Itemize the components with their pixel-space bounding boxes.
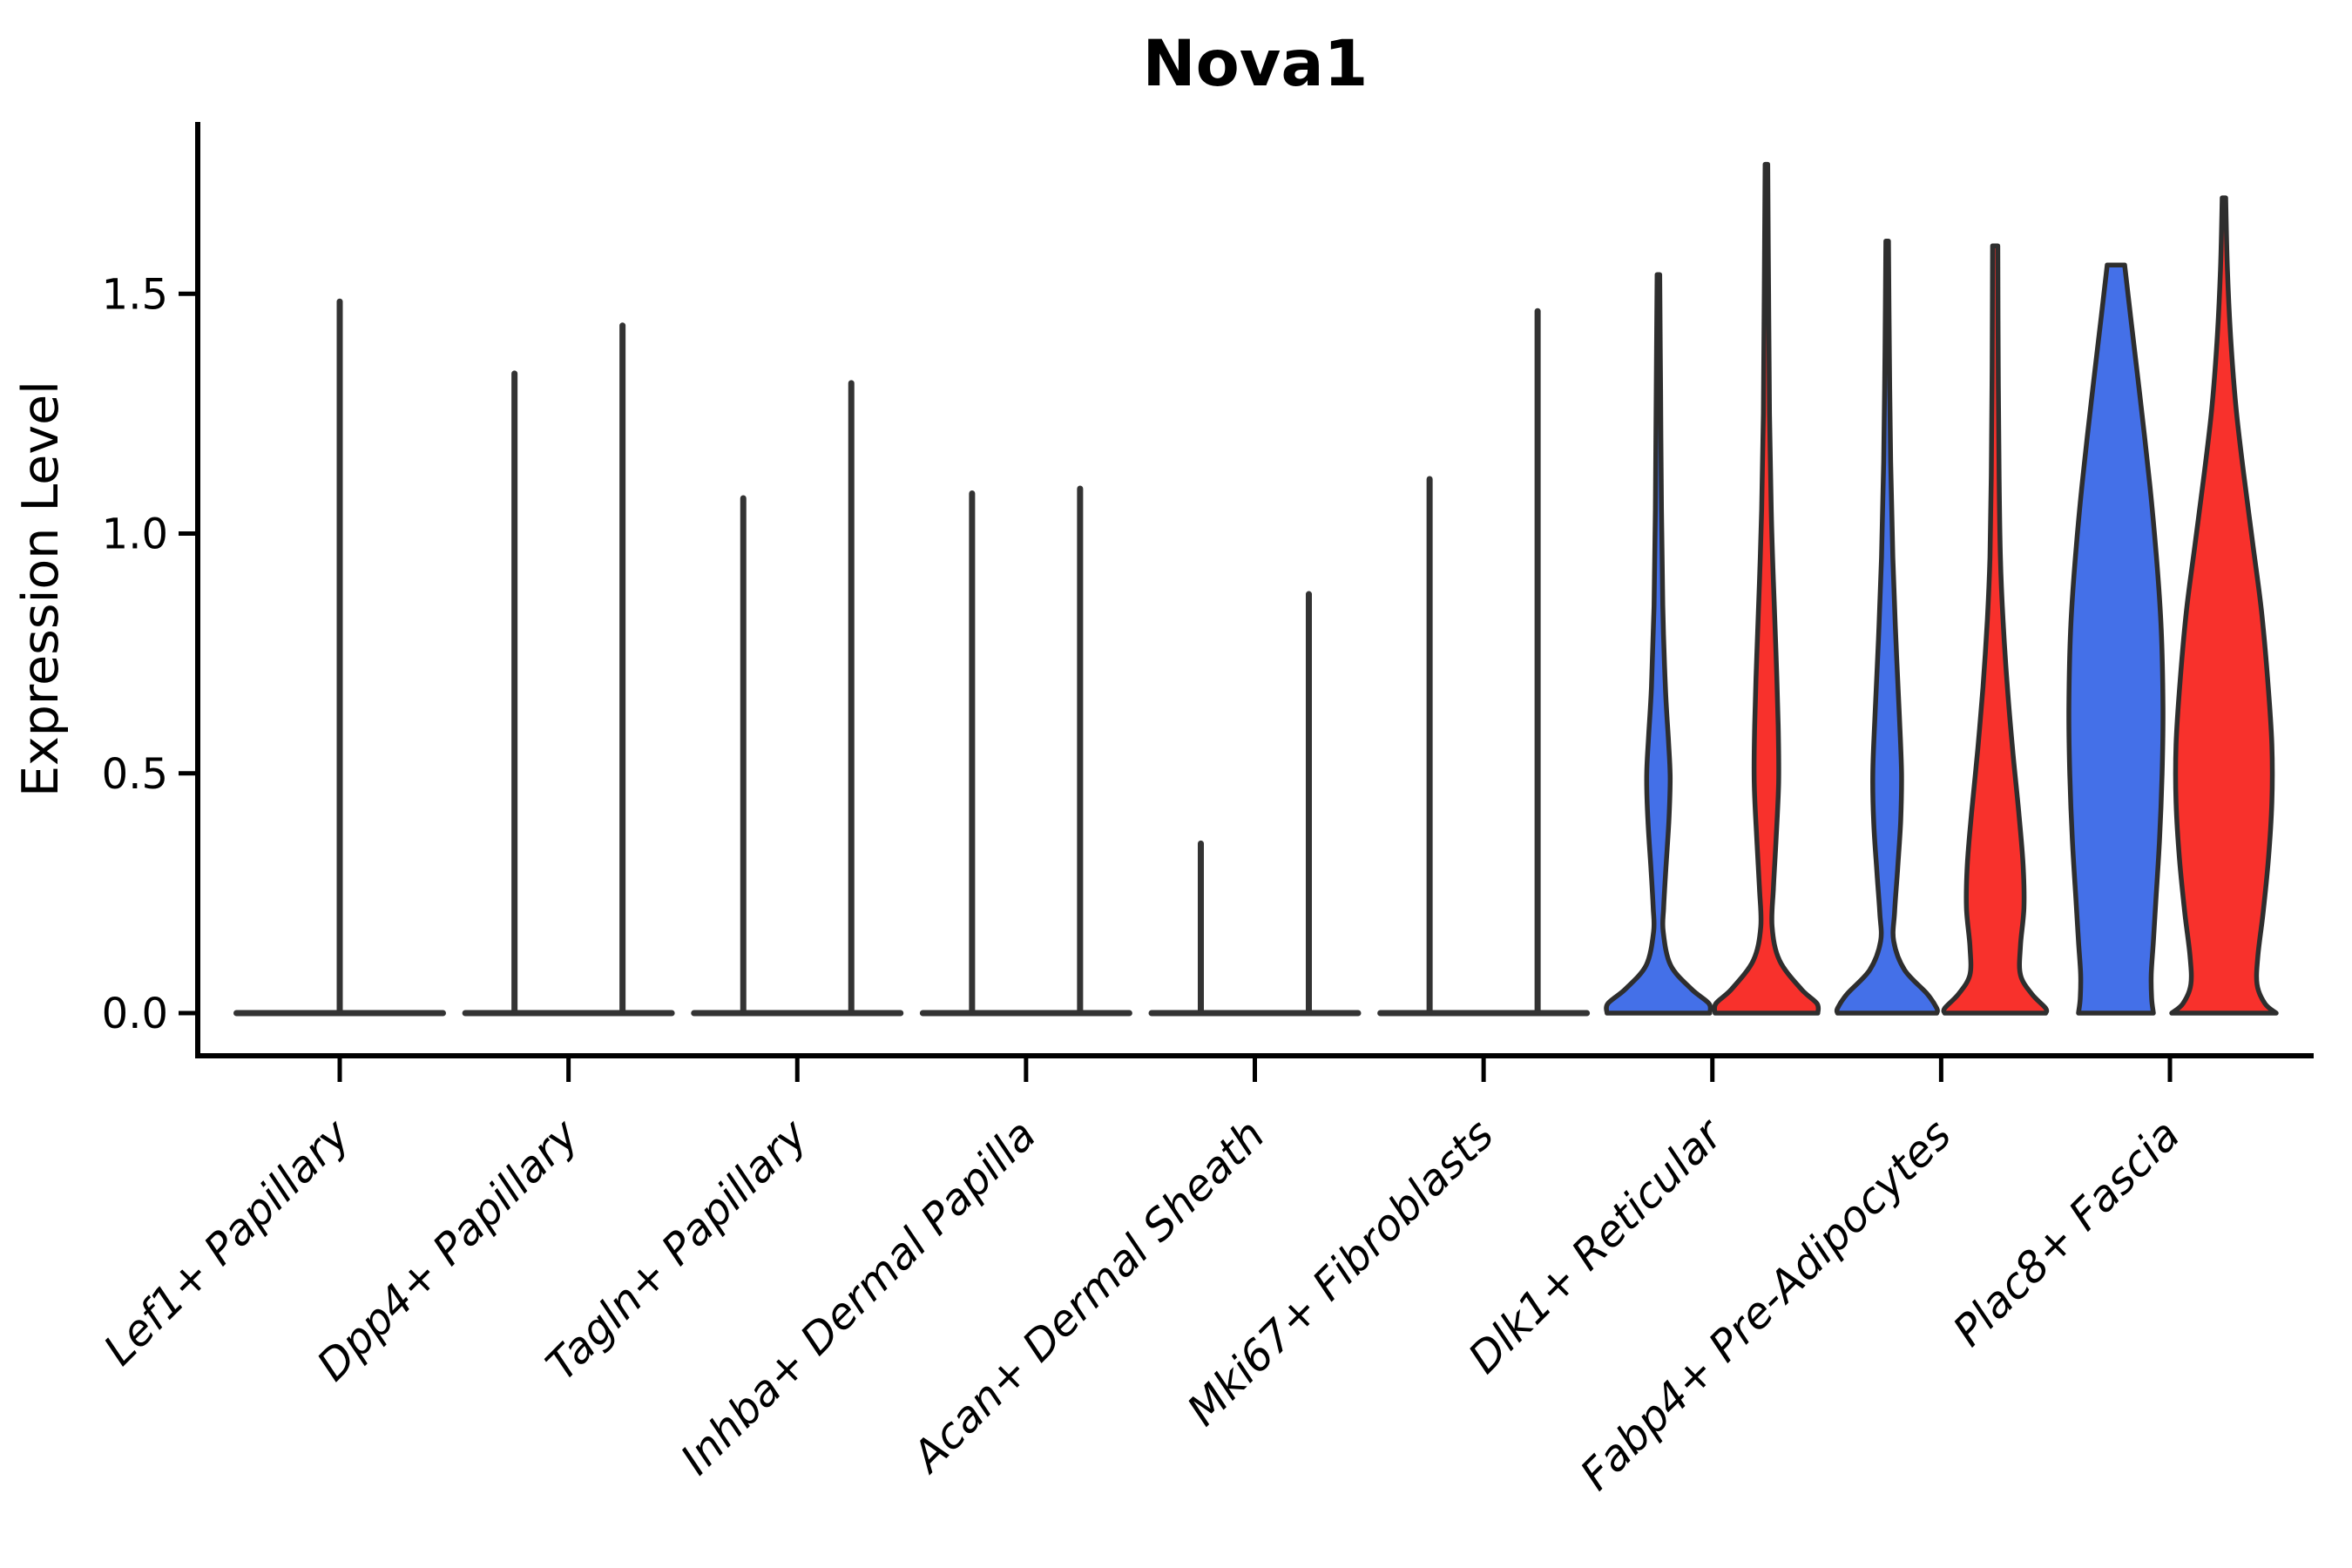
spike-lef1-papillary-center <box>336 298 343 1015</box>
chart-title: Nova1 <box>1143 27 1369 101</box>
x-category-label: Plac8+ Fascia <box>1943 1110 2189 1355</box>
violin-dlk1-reticular-blue <box>1604 272 1713 1016</box>
spike-inhba-dermal-papilla-right <box>1077 485 1084 1015</box>
spike-tagln-papillary-right <box>848 380 855 1016</box>
violin-base-inhba-dermal-papilla <box>919 1010 1132 1017</box>
spike-tagln-papillary-left <box>740 495 747 1015</box>
violin-plac8-fascia-red <box>2169 195 2279 1016</box>
violin-plac8-fascia-blue <box>2066 262 2166 1016</box>
spike-dpp4-papillary-left <box>511 370 518 1016</box>
spike-dpp4-papillary-right <box>619 322 626 1015</box>
spike-inhba-dermal-papilla-left <box>969 490 976 1015</box>
y-tick-label: 1.0 <box>102 510 168 559</box>
y-axis-label: Expression Level <box>12 381 70 797</box>
violin-base-mki67-fibroblasts <box>1377 1010 1591 1017</box>
violin-base-dpp4-papillary <box>462 1010 675 1017</box>
x-category-label: Dlk1+ Reticular <box>1459 1108 1734 1382</box>
violin-base-acan-dermal-sheath <box>1148 1010 1362 1017</box>
y-tick-label: 1.5 <box>102 270 168 319</box>
spike-mki67-fibroblasts-left <box>1426 476 1433 1015</box>
violin-fabp4-pre-adipocytes-red <box>1941 243 2050 1016</box>
y-tick-label: 0.5 <box>102 750 168 799</box>
spike-acan-dermal-sheath-left <box>1198 840 1204 1015</box>
spike-acan-dermal-sheath-right <box>1306 591 1312 1015</box>
x-category-label: Lef1+ Papillary <box>94 1109 360 1375</box>
y-tick-label: 0.0 <box>102 990 168 1038</box>
x-category-label: Fabp4+ Pre-Adipocytes <box>1571 1110 1961 1500</box>
violin-fabp4-pre-adipocytes-blue <box>1834 238 1940 1016</box>
violin-dlk1-reticular-red <box>1712 161 1821 1016</box>
violin-base-tagln-papillary <box>691 1010 904 1017</box>
spike-mki67-fibroblasts-right <box>1534 308 1541 1015</box>
